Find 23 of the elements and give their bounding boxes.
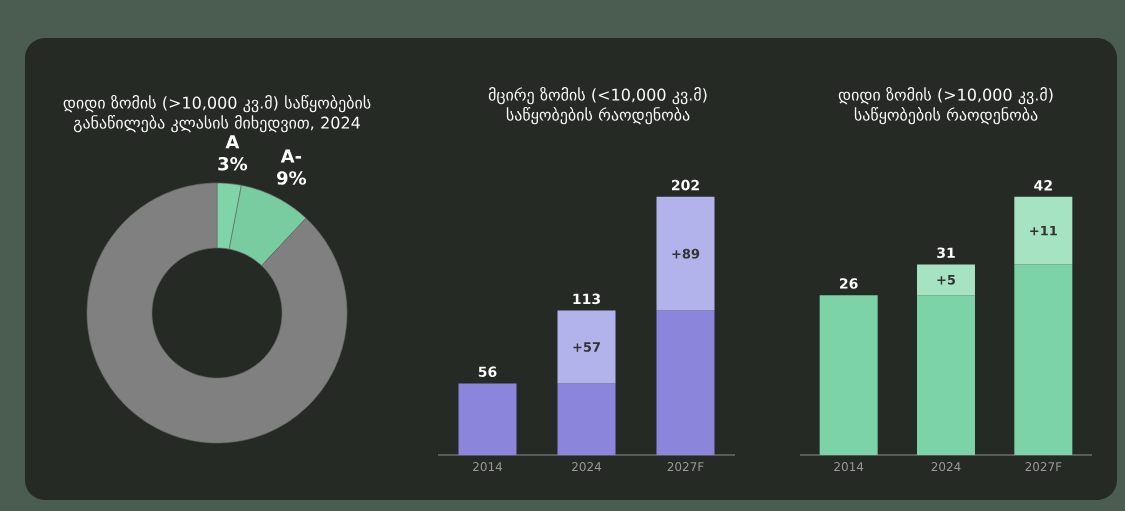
data-label: 9% [277,171,307,185]
data-label: +5 [937,274,956,285]
data-label: +11 [1030,225,1057,236]
total-label: 42 [1034,180,1052,191]
x-tick-label: 2027F [667,462,704,472]
data-label: +89 [672,248,700,259]
total-label: 113 [573,293,600,305]
total-label: 26 [840,278,858,289]
chart-title: დიდი ზომის (>10,000 კვ.მ) საწყობების განაწილება კლასის მიხედვით, 2024 [63,95,371,133]
x-tick-label: 2024 [572,462,602,472]
total-label: 202 [671,179,699,191]
slice-label: A [225,135,240,149]
data-label: 3% [218,156,248,171]
x-tick-label: 2027F [1025,462,1062,472]
chart-title: დიდი ზომის (>10,000 კვ.მ) საწყობების რაოდენობა [838,87,1053,125]
x-tick-label: 2024 [931,462,961,472]
total-label: 56 [478,366,497,378]
x-tick-label: 2014 [834,462,864,472]
data-label: +57 [573,342,600,352]
total-label: 31 [937,247,955,259]
chart-title: მცირე ზომის (<10,000 კვ.მ) საწყობების რაოდენობა [488,87,707,125]
slice-label: A- [280,149,302,163]
x-tick-label: 2014 [473,462,503,472]
